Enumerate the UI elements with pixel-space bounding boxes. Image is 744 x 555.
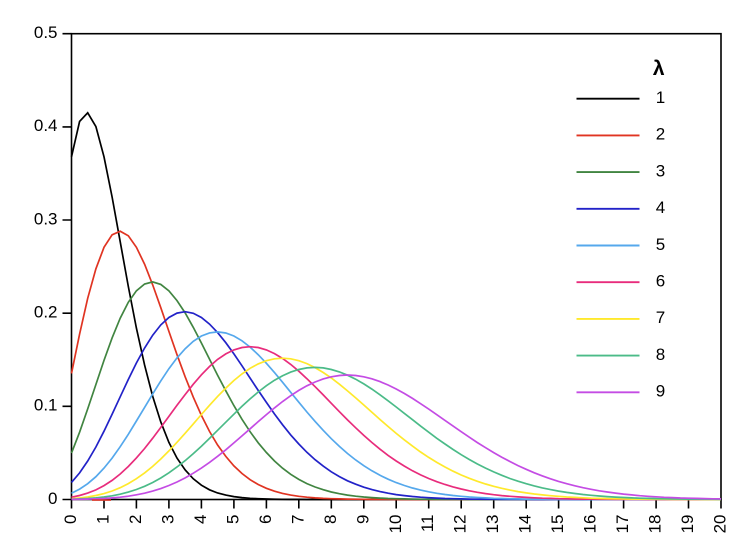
svg-text:14: 14 [516,515,535,534]
svg-text:8: 8 [321,515,340,524]
svg-text:3: 3 [656,161,665,180]
svg-text:17: 17 [613,515,632,534]
svg-text:4: 4 [191,515,210,524]
svg-text:18: 18 [646,515,665,534]
svg-text:0.2: 0.2 [34,303,58,322]
svg-text:9: 9 [353,515,372,524]
svg-text:8: 8 [656,345,665,364]
svg-text:2: 2 [126,515,145,524]
svg-text:16: 16 [581,515,600,534]
svg-text:0.4: 0.4 [34,116,58,135]
svg-text:11: 11 [418,515,437,533]
svg-text:15: 15 [548,515,567,534]
svg-text:0.5: 0.5 [34,23,58,42]
svg-text:5: 5 [223,515,242,524]
svg-text:4: 4 [656,198,665,217]
svg-text:19: 19 [678,515,697,534]
svg-text:7: 7 [288,515,307,524]
svg-text:0.1: 0.1 [34,396,58,415]
svg-text:13: 13 [483,515,502,534]
svg-text:5: 5 [656,235,665,254]
svg-text:6: 6 [656,272,665,291]
svg-text:9: 9 [656,382,665,401]
svg-text:12: 12 [451,515,470,534]
svg-text:20: 20 [711,515,730,534]
svg-text:0: 0 [48,489,57,508]
svg-text:1: 1 [656,88,665,107]
svg-text:7: 7 [656,308,665,327]
svg-text:6: 6 [256,515,275,524]
svg-text:0.3: 0.3 [34,209,58,228]
svg-text:0: 0 [61,515,80,524]
svg-text:3: 3 [158,515,177,524]
svg-text:10: 10 [386,515,405,534]
svg-text:2: 2 [656,125,665,144]
svg-text:1: 1 [94,515,113,524]
svg-text:λ: λ [652,59,665,82]
